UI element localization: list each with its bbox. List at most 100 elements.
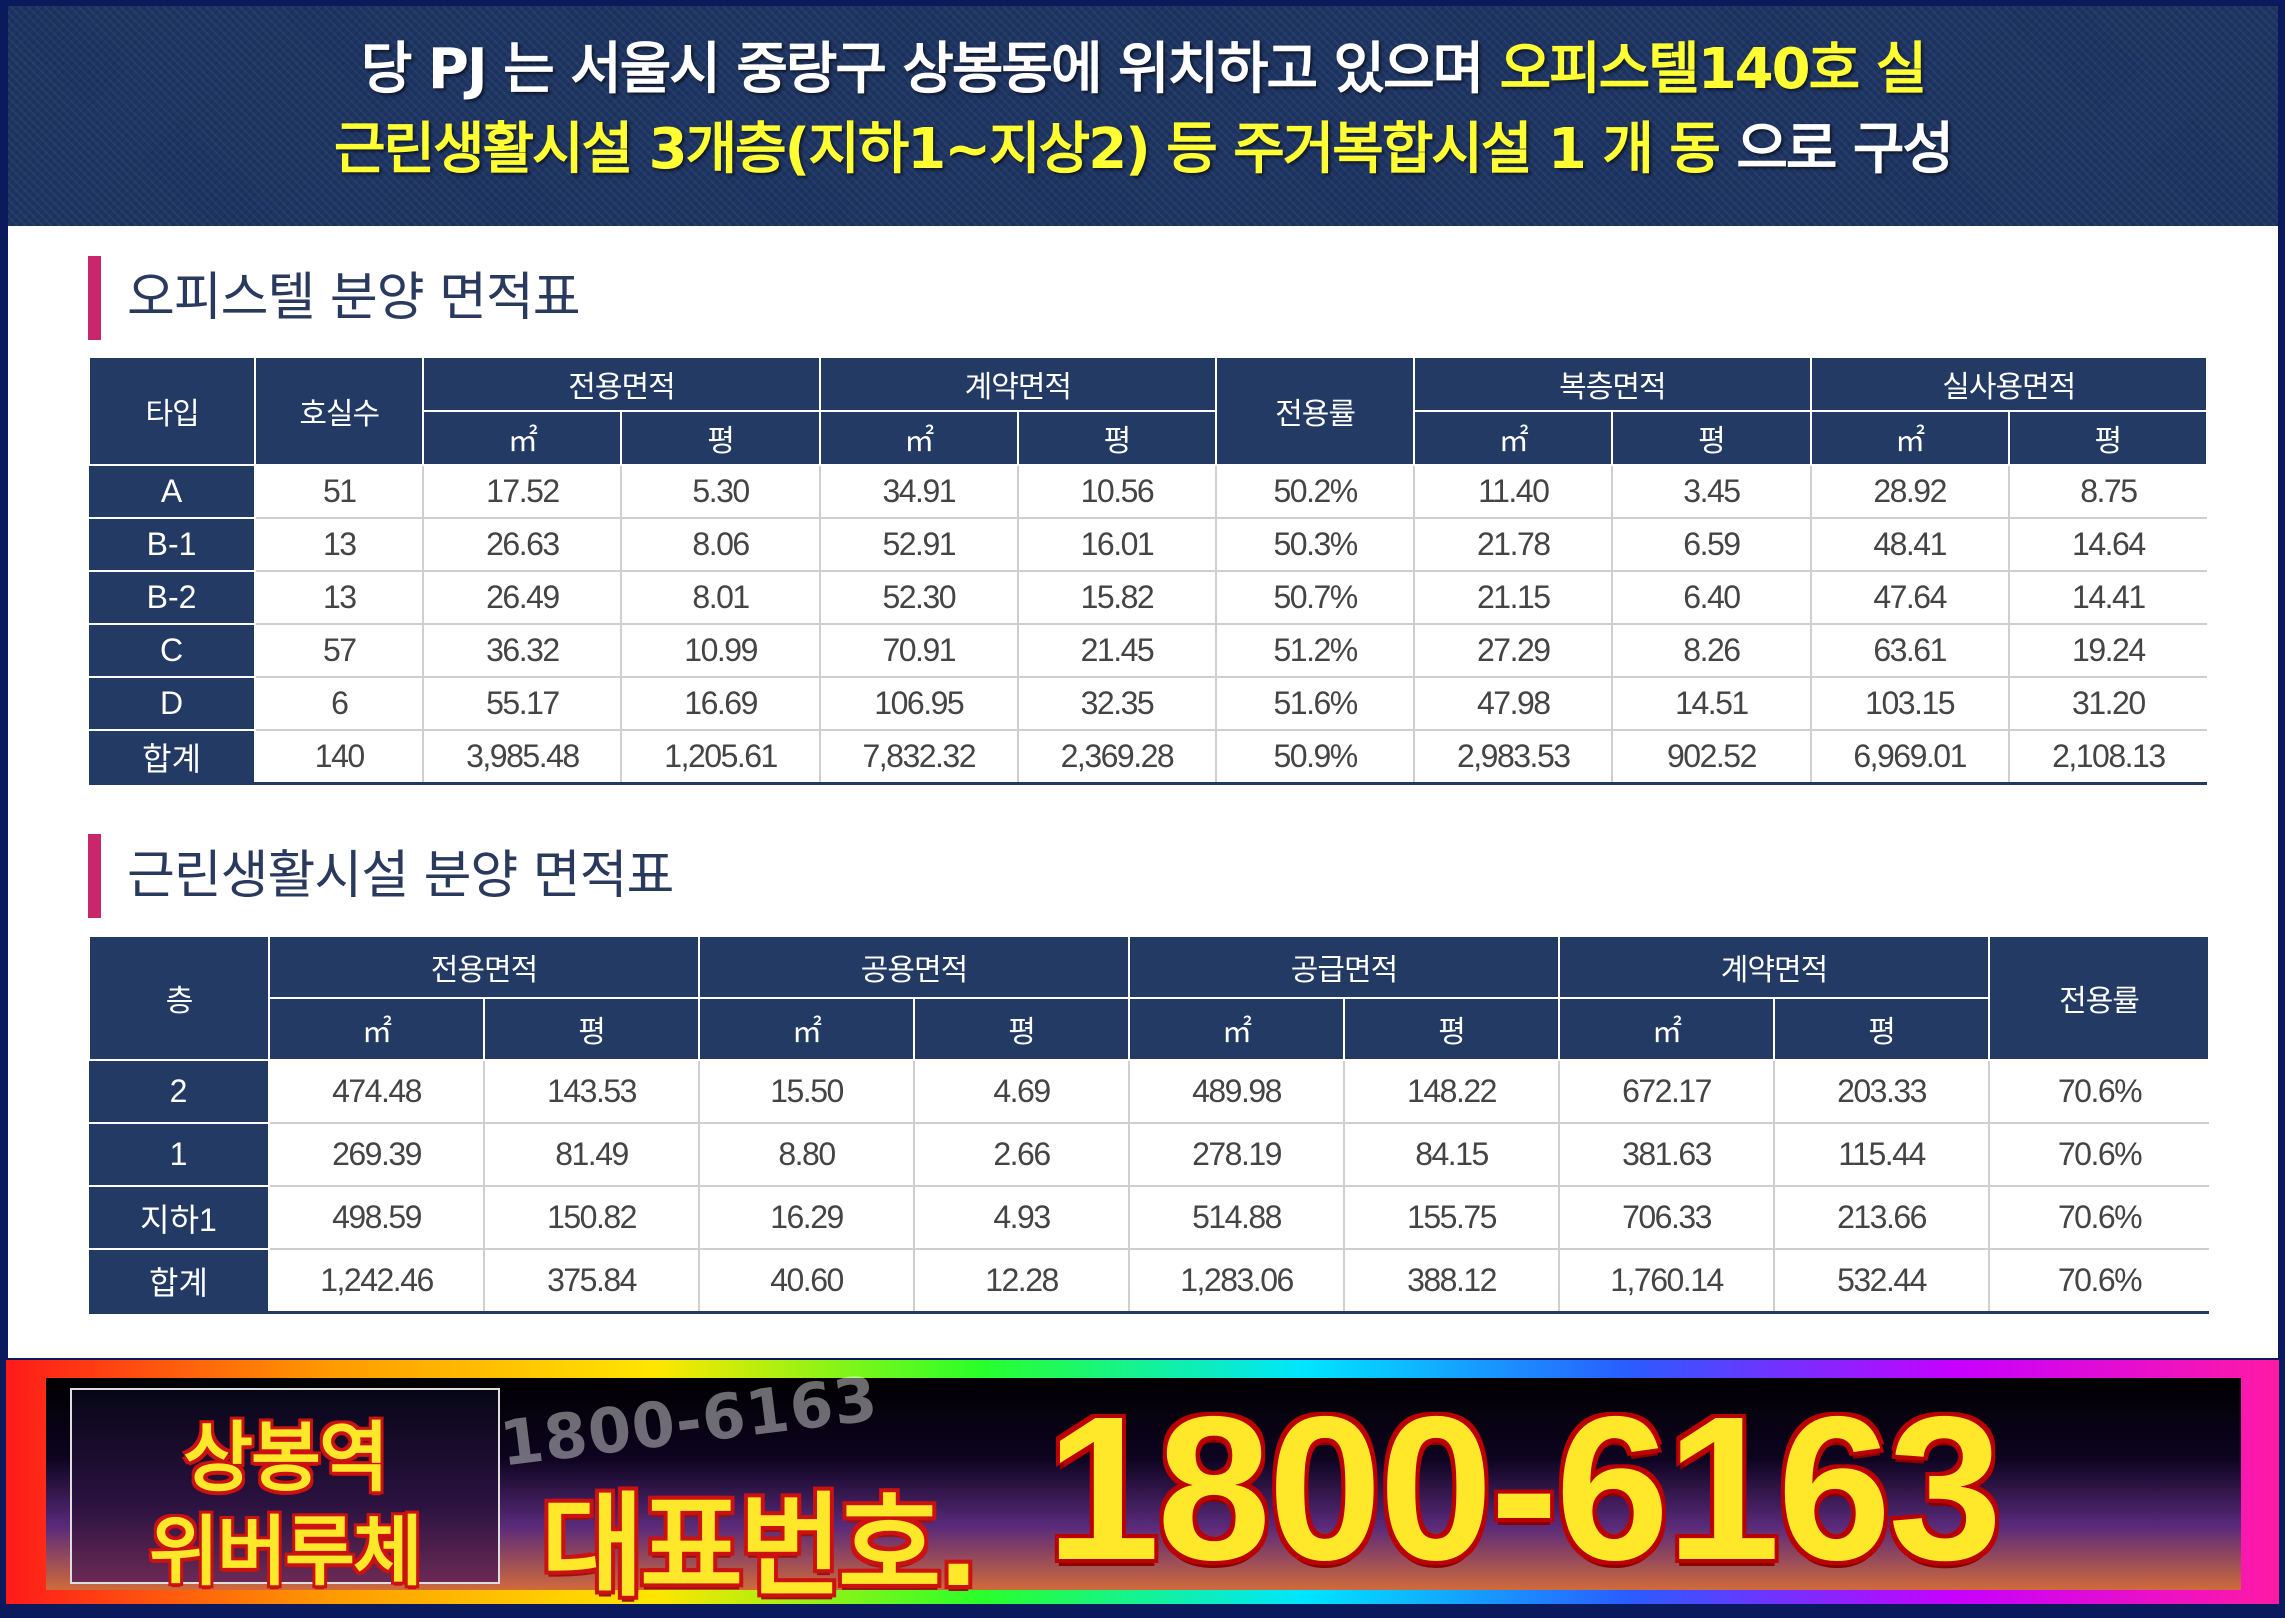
table-cell: 381.63	[1559, 1123, 1775, 1187]
header-type: 타입	[87, 356, 257, 466]
table-cell: 47.98	[1414, 677, 1614, 731]
table-cell: 8.75	[2008, 465, 2207, 519]
table-cell: 50.3%	[1216, 518, 1416, 572]
table-cell: 474.48	[269, 1060, 485, 1124]
table-cell: 14.64	[2008, 518, 2207, 572]
table-row: 1 269.39 81.49 8.80 2.66 278.19 84.15 381.63 115…	[89, 1123, 2209, 1187]
table-cell: 13	[255, 518, 425, 572]
table-cell: 26.49	[423, 571, 623, 625]
table-cell: 1,760.14	[1559, 1249, 1775, 1314]
table-cell: 40.60	[699, 1249, 915, 1314]
header-actual-area: 실사용면적	[1809, 356, 2209, 412]
table-cell: 48.41	[1810, 518, 2010, 572]
table-row: 합계 140 3,985.48 1,205.61 7,832.32 2,369.28 50.…	[89, 730, 2207, 785]
intro-banner: 당 PJ 는 서울시 중랑구 상봉동에 위치하고 있으며 오피스텔140호 실 …	[8, 6, 2278, 226]
table-cell: 10.56	[1017, 465, 1218, 519]
table-cell: 8.26	[1612, 624, 1812, 678]
header-sqm: ㎡	[1128, 997, 1345, 1061]
table-cell: 148.22	[1344, 1060, 1560, 1124]
table-cell: 532.44	[1774, 1249, 1990, 1314]
table-cell: 81.49	[484, 1123, 700, 1187]
banner-line-2-highlight: 근린생활시설 3개층(지하1~지상2) 등 주거복합시설 1 개 동	[334, 117, 1721, 182]
row-label: 지하1	[89, 1186, 270, 1250]
table-row: A 51 17.52 5.30 34.91 10.56 50.2% 11.40 3.45 28.9…	[89, 465, 2207, 519]
header-pyeong: 평	[1343, 997, 1560, 1061]
header-pyeong: 평	[913, 997, 1130, 1061]
table-row: 2 474.48 143.53 15.50 4.69 489.98 148.22 672.17…	[89, 1060, 2209, 1124]
table-cell: 155.75	[1344, 1186, 1560, 1250]
table-cell: 47.64	[1810, 571, 2010, 625]
table-cell: 489.98	[1129, 1060, 1345, 1124]
table-cell: 203.33	[1774, 1060, 1990, 1124]
table-cell: 28.92	[1810, 465, 2010, 519]
table-cell: 16.69	[621, 677, 821, 731]
header-common-area: 공용면적	[698, 935, 1130, 999]
header-floor: 층	[88, 935, 270, 1061]
row-label: B-2	[89, 571, 257, 625]
banner-line-2-text: 으로 구성	[1718, 117, 1954, 182]
header-sqm: ㎡	[818, 410, 1019, 466]
table-cell: 6.59	[1612, 518, 1812, 572]
table-cell: 1,283.06	[1129, 1249, 1345, 1314]
header-exclusive-area: 전용면적	[422, 356, 821, 412]
table-cell: 150.82	[484, 1186, 700, 1250]
table-cell: 6.40	[1612, 571, 1812, 625]
header-sqm: ㎡	[422, 410, 623, 466]
table-cell: 70.6%	[1989, 1249, 2209, 1314]
table-cell: 13	[255, 571, 425, 625]
header-pyeong: 평	[2007, 410, 2209, 466]
table-cell: 498.59	[269, 1186, 485, 1250]
table-cell: 70.6%	[1989, 1123, 2209, 1187]
table-cell: 375.84	[484, 1249, 700, 1314]
table-cell: 103.15	[1810, 677, 2010, 731]
table-cell: 51.2%	[1216, 624, 1416, 678]
table-cell: 21.15	[1414, 571, 1614, 625]
table-cell: 3,985.48	[423, 730, 623, 785]
table-cell: 36.32	[423, 624, 623, 678]
table-cell: 143.53	[484, 1060, 700, 1124]
table-cell: 388.12	[1344, 1249, 1560, 1314]
table-cell: 213.66	[1774, 1186, 1990, 1250]
retail-table-body: 2 474.48 143.53 15.50 4.69 489.98 148.22 672.17…	[89, 1060, 2209, 1314]
table-cell: 14.51	[1612, 677, 1812, 731]
footer-panel: 상봉역 위버루체 1800-6163 대표번호. 1800-6163	[46, 1362, 2241, 1612]
table-cell: 19.24	[2008, 624, 2207, 678]
header-pyeong: 평	[483, 997, 700, 1061]
table-cell: 15.82	[1017, 571, 1218, 625]
header-contract-area: 계약면적	[818, 356, 1218, 412]
table-cell: 57	[255, 624, 425, 678]
table-cell: 4.93	[914, 1186, 1130, 1250]
table-cell: 4.69	[914, 1060, 1130, 1124]
row-label: 1	[89, 1123, 270, 1187]
page-frame: 당 PJ 는 서울시 중랑구 상봉동에 위치하고 있으며 오피스텔140호 실 …	[6, 4, 2280, 1360]
table-row: B-1 13 26.63 8.06 52.91 16.01 50.3% 21.78 6.59 48…	[89, 518, 2207, 572]
header-sqm: ㎡	[1809, 410, 2010, 466]
table-cell: 31.20	[2008, 677, 2207, 731]
phone-number[interactable]: 1800-6163	[1046, 1374, 2002, 1603]
header-exclusive-area: 전용면적	[268, 935, 700, 999]
table-cell: 52.30	[819, 571, 1019, 625]
table-cell: 70.91	[819, 624, 1019, 678]
table-row: 지하1 498.59 150.82 16.29 4.93 514.88 155.75 706.…	[89, 1186, 2209, 1250]
banner-line-2: 근린생활시설 3개층(지하1~지상2) 등 주거복합시설 1 개 동 으로 구성	[8, 104, 2278, 185]
banner-line-1-text: 당 PJ 는 서울시 중랑구 상봉동에 위치하고 있으며	[360, 37, 1500, 102]
table-cell: 2.66	[914, 1123, 1130, 1187]
retail-section-title: 근린생활시설 분양 면적표	[88, 834, 674, 918]
header-pyeong: 평	[1773, 997, 1990, 1061]
table-cell: 50.9%	[1216, 730, 1416, 785]
table-cell: 27.29	[1414, 624, 1614, 678]
header-sqm: ㎡	[268, 997, 485, 1061]
header-pyeong: 평	[620, 410, 821, 466]
officetel-area-table: 타입 호실수 전용면적 계약면적 전용률 복층면적 실사용면적 ㎡ 평 ㎡ 평 …	[87, 356, 2209, 785]
table-cell: 514.88	[1129, 1186, 1345, 1250]
table-row: B-2 13 26.49 8.01 52.30 15.82 50.7% 21.15 6.40 47…	[89, 571, 2207, 625]
table-cell: 269.39	[269, 1123, 485, 1187]
table-cell: 106.95	[819, 677, 1019, 731]
header-exclusive-ratio: 전용률	[1988, 935, 2210, 1061]
table-cell: 8.80	[699, 1123, 915, 1187]
table-cell: 70.6%	[1989, 1060, 2209, 1124]
table-cell: 2,108.13	[2008, 730, 2207, 785]
table-cell: 1,205.61	[621, 730, 821, 785]
table-cell: 16.01	[1017, 518, 1218, 572]
retail-area-table: 층 전용면적 공용면적 공급면적 계약면적 전용률 ㎡ 평 ㎡ 평 ㎡ 평 ㎡ …	[88, 935, 2210, 1314]
